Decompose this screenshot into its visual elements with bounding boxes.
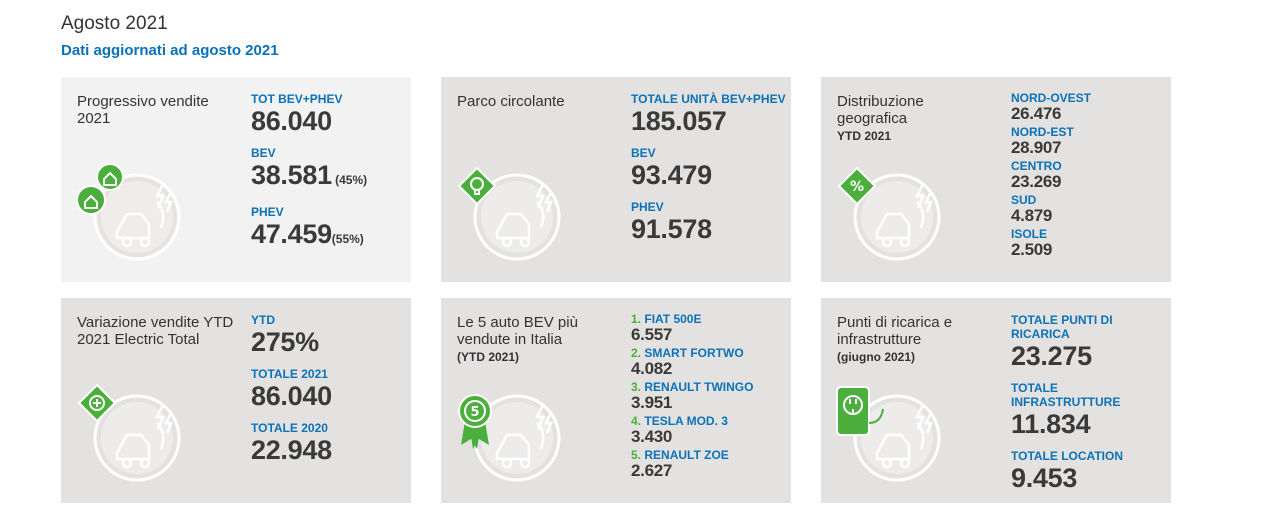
card-title: Variazione vendite YTD 2021 Electric Tot… <box>77 314 237 348</box>
stat-value-punti: 23.275 <box>1011 341 1092 371</box>
rank-number: 1. <box>631 312 642 326</box>
stat-value-infrastrutture: 11.834 <box>1011 409 1091 439</box>
card-distribuzione-geografica: Distribuzione geografica YTD 2021 % NORD… <box>821 77 1171 282</box>
stat-percent: (55%) <box>331 232 364 246</box>
car-name: FIAT 500E <box>644 312 702 326</box>
card-title-text: Variazione vendite YTD 2021 Electric Tot… <box>77 314 234 348</box>
card-title-text: Progressivo vendite 2021 <box>77 93 209 127</box>
stat-value-isole: 2.509 <box>1011 240 1053 259</box>
stat-value-rank-2: 4.082 <box>631 359 673 378</box>
stat-value-totale-2020: 22.948 <box>251 435 332 465</box>
card-note: YTD 2021 <box>837 129 892 143</box>
stat-value-location: 9.453 <box>1011 463 1078 493</box>
card-title: Punti di ricarica e infrastrutture (giug… <box>837 314 997 366</box>
stat-value-nord-ovest: 26.476 <box>1011 104 1062 123</box>
svg-text:%: % <box>850 179 864 195</box>
rank-number: 5. <box>631 448 642 462</box>
stat-number: 47.459 <box>251 219 332 249</box>
card-title: Parco circolante <box>457 93 617 110</box>
card-title: Progressivo vendite 2021 <box>77 93 237 127</box>
stat-value-totale: 185.057 <box>631 106 727 136</box>
award-badge-5-icon: 5 <box>458 394 561 482</box>
stat-label-bev: BEV <box>251 146 276 160</box>
stat-value-rank-1: 6.557 <box>631 325 673 344</box>
stat-value-rank-5: 2.627 <box>631 461 673 480</box>
card-note: (giugno 2021) <box>837 350 916 364</box>
stats-list: TOT BEV+PHEV 86.040 BEV 38.581 (45%) PHE… <box>251 92 406 264</box>
card-punti-ricarica: Punti di ricarica e infrastrutture (giug… <box>821 298 1171 503</box>
plus-tag-icon <box>77 383 181 482</box>
car-name: RENAULT ZOE <box>644 448 729 462</box>
stat-value-bev: 93.479 <box>631 160 712 190</box>
stats-list: 1. FIAT 500E 6.557 2. SMART FORTWO 4.082… <box>631 313 786 483</box>
stat-label-bev: BEV <box>631 146 656 160</box>
stat-label-phev: PHEV <box>631 200 664 214</box>
stat-label-ytd: YTD <box>251 313 275 327</box>
stat-value-centro: 23.269 <box>1011 172 1062 191</box>
stat-value-rank-3: 3.951 <box>631 393 673 412</box>
stat-value-sud: 4.879 <box>1011 206 1053 225</box>
rank-number: 3. <box>631 380 642 394</box>
lightbulb-tag-icon <box>457 166 561 261</box>
stat-value-rank-4: 3.430 <box>631 427 673 446</box>
stat-percent: (45%) <box>331 173 368 187</box>
rank-number: 4. <box>631 414 642 428</box>
stat-value-phev: 47.459(55%) <box>251 219 406 254</box>
stat-label-totale-2020: TOTALE 2020 <box>251 421 328 435</box>
stat-label-rank-5: 5. RENAULT ZOE <box>631 449 786 462</box>
card-title-text: Le 5 auto BEV più vendute in Italia <box>457 314 578 348</box>
stat-label-sud: SUD <box>1011 193 1037 207</box>
card-title: Distribuzione geografica YTD 2021 <box>837 93 997 145</box>
stat-label-rank-4: 4. TESLA MOD. 3 <box>631 415 786 428</box>
page-title: Agosto 2021 <box>61 13 168 34</box>
stat-value-totale-2021: 86.040 <box>251 381 332 411</box>
stat-label-punti: TOTALE PUNTI DI RICARICA <box>1011 313 1113 341</box>
car-name: TESLA MOD. 3 <box>644 414 728 428</box>
card-title-text: Parco circolante <box>457 93 565 110</box>
stat-label-totale-2021: TOTALE 2021 <box>251 367 328 381</box>
card-title-text: Punti di ricarica e infrastrutture <box>837 314 953 348</box>
stat-value-phev: 91.578 <box>631 214 712 244</box>
stats-list: YTD 275% TOTALE 2021 86.040 TOTALE 2020 … <box>251 313 406 475</box>
stats-list: NORD-OVEST 26.476 NORD-EST 28.907 CENTRO… <box>1011 92 1166 262</box>
stat-label-rank-3: 3. RENAULT TWINGO <box>631 381 786 394</box>
charging-plug-icon <box>836 386 941 482</box>
percent-tag-icon: % <box>837 166 941 261</box>
stat-number: 38.581 <box>251 160 332 190</box>
stat-label-tot: TOT BEV+PHEV <box>251 92 343 106</box>
stat-label-rank-1: 1. FIAT 500E <box>631 313 786 326</box>
card-parco-circolante: Parco circolante TOTALE UNITÀ BEV+PHEV 1… <box>441 77 791 282</box>
page-subtitle: Dati aggiornati ad agosto 2021 <box>61 42 279 59</box>
stat-label-isole: ISOLE <box>1011 227 1048 241</box>
car-name: SMART FORTWO <box>644 346 744 360</box>
stats-list: TOTALE PUNTI DI RICARICA 23.275 TOTALE I… <box>1011 313 1166 503</box>
stat-value-nord-est: 28.907 <box>1011 138 1062 157</box>
recycle-home-tag-icon <box>76 163 181 261</box>
card-progressivo-vendite: Progressivo vendite 2021 TOT BEV+PHEV 86… <box>61 77 411 282</box>
card-note: (YTD 2021) <box>457 350 520 364</box>
stat-label-totale: TOTALE UNITÀ BEV+PHEV <box>631 92 786 106</box>
car-name: RENAULT TWINGO <box>644 380 754 394</box>
stat-label-centro: CENTRO <box>1011 159 1062 173</box>
stats-list: TOTALE UNITÀ BEV+PHEV 185.057 BEV 93.479… <box>631 92 786 254</box>
stat-label-phev: PHEV <box>251 205 284 219</box>
stat-value-bev: 38.581 (45%) <box>251 160 406 195</box>
card-title: Le 5 auto BEV più vendute in Italia (YTD… <box>457 314 617 366</box>
svg-text:5: 5 <box>470 405 479 420</box>
rank-number: 2. <box>631 346 642 360</box>
card-top5-bev: Le 5 auto BEV più vendute in Italia (YTD… <box>441 298 791 503</box>
stat-value-ytd: 275% <box>251 327 319 357</box>
stat-label-rank-2: 2. SMART FORTWO <box>631 347 786 360</box>
card-title-text: Distribuzione geografica <box>837 93 924 127</box>
card-variazione-vendite: Variazione vendite YTD 2021 Electric Tot… <box>61 298 411 503</box>
stat-number: 86.040 <box>251 106 332 136</box>
stat-label-nord-est: NORD-EST <box>1011 125 1074 139</box>
stat-label-infrastrutture: TOTALE INFRASTRUTTURE <box>1011 381 1121 409</box>
stat-value-tot: 86.040 <box>251 106 406 136</box>
stat-label-location: TOTALE LOCATION <box>1011 449 1123 463</box>
stat-label-nord-ovest: NORD-OVEST <box>1011 91 1092 105</box>
